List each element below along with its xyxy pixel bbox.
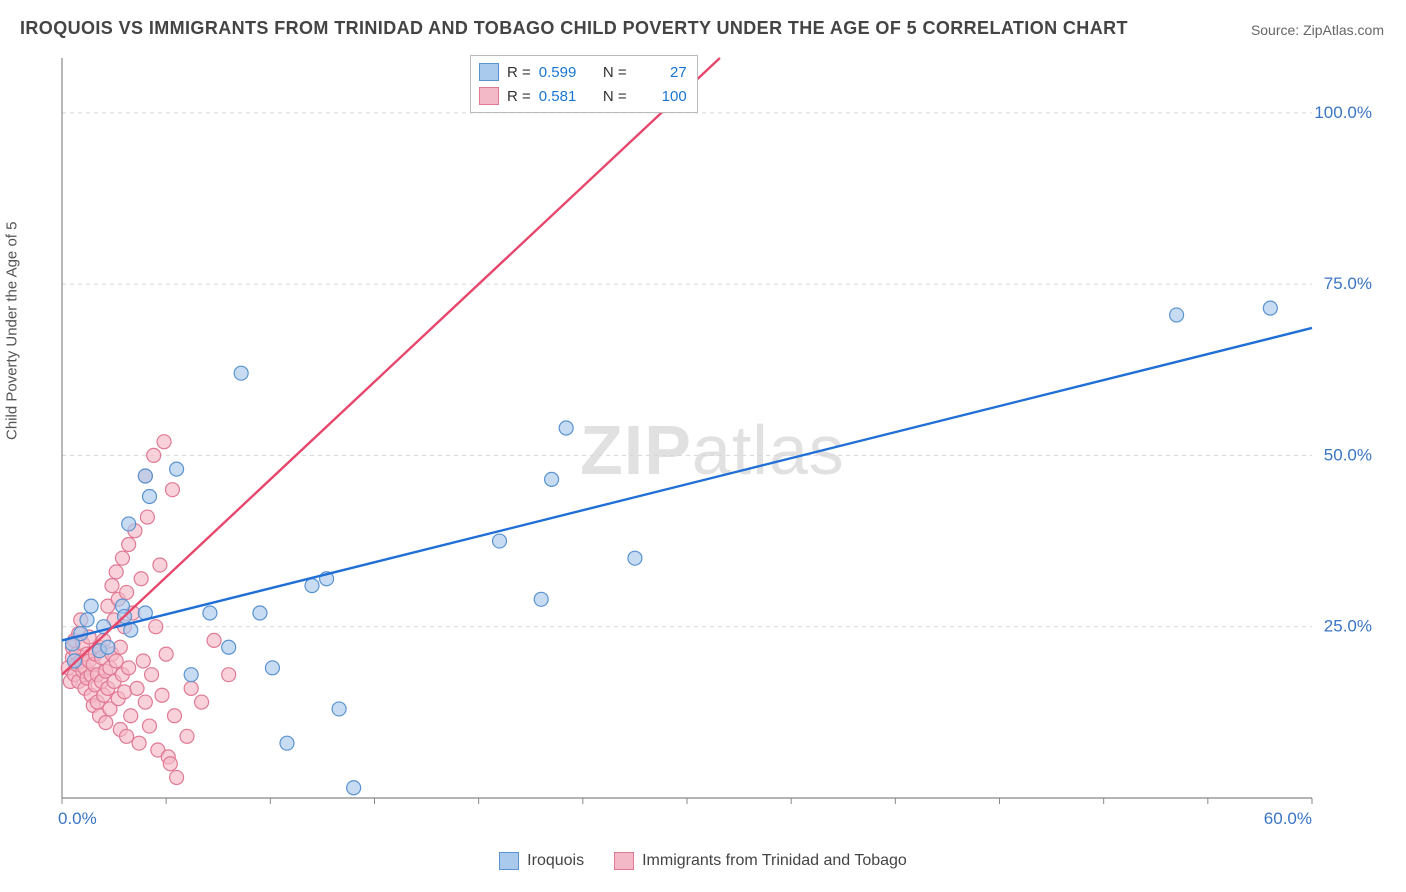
scatter-point xyxy=(80,613,94,627)
scatter-point xyxy=(118,685,132,699)
legend-r-label: R = xyxy=(507,64,531,81)
scatter-point xyxy=(147,448,161,462)
scatter-point xyxy=(559,421,573,435)
y-tick-label: 75.0% xyxy=(1324,274,1372,293)
scatter-point xyxy=(120,585,134,599)
legend-swatch xyxy=(614,852,634,870)
scatter-point xyxy=(68,654,82,668)
scatter-point xyxy=(105,579,119,593)
scatter-point xyxy=(222,668,236,682)
legend-n-label: N = xyxy=(599,64,627,81)
scatter-point xyxy=(143,490,157,504)
scatter-point xyxy=(115,551,129,565)
scatter-point xyxy=(153,558,167,572)
source-link[interactable]: ZipAtlas.com xyxy=(1303,22,1384,38)
source-attribution: Source: ZipAtlas.com xyxy=(1251,22,1384,38)
trend-line xyxy=(62,328,1312,640)
source-label: Source: xyxy=(1251,22,1299,38)
scatter-point xyxy=(253,606,267,620)
scatter-point xyxy=(332,702,346,716)
scatter-point xyxy=(170,462,184,476)
scatter-point xyxy=(203,606,217,620)
legend-rn-row: R = 0.599 N = 27 xyxy=(479,60,687,84)
scatter-point xyxy=(163,757,177,771)
scatter-point xyxy=(234,366,248,380)
scatter-point xyxy=(136,654,150,668)
y-tick-label: 50.0% xyxy=(1324,445,1372,464)
y-tick-label: 100.0% xyxy=(1314,103,1372,122)
trend-line xyxy=(62,58,720,675)
scatter-point xyxy=(222,640,236,654)
legend-r-value: 0.581 xyxy=(539,88,591,105)
scatter-point xyxy=(143,719,157,733)
scatter-point xyxy=(101,640,115,654)
scatter-point xyxy=(120,729,134,743)
correlation-legend: R = 0.599 N = 27 R = 0.581 N = 100 xyxy=(470,55,698,113)
scatter-point xyxy=(347,781,361,795)
scatter-point xyxy=(122,537,136,551)
scatter-point xyxy=(138,469,152,483)
y-tick-label: 25.0% xyxy=(1324,617,1372,636)
legend-n-label: N = xyxy=(599,88,627,105)
scatter-point xyxy=(265,661,279,675)
scatter-point xyxy=(122,517,136,531)
scatter-point xyxy=(184,668,198,682)
scatter-point xyxy=(168,709,182,723)
legend-n-value: 100 xyxy=(635,88,687,105)
scatter-point xyxy=(545,472,559,486)
scatter-point xyxy=(180,729,194,743)
legend-swatch xyxy=(479,87,499,105)
scatter-point xyxy=(109,654,123,668)
scatter-point xyxy=(140,510,154,524)
scatter-point xyxy=(493,534,507,548)
scatter-point xyxy=(155,688,169,702)
legend-r-label: R = xyxy=(507,88,531,105)
x-tick-label: 60.0% xyxy=(1264,809,1312,828)
scatter-point xyxy=(113,640,127,654)
scatter-point xyxy=(1170,308,1184,322)
legend-r-value: 0.599 xyxy=(539,64,591,81)
scatter-point xyxy=(1263,301,1277,315)
legend-n-value: 27 xyxy=(635,64,687,81)
scatter-point xyxy=(145,668,159,682)
scatter-point xyxy=(122,661,136,675)
correlation-scatter-plot: 25.0% 50.0% 75.0% 100.0% 0.0% 60.0% xyxy=(52,48,1382,838)
legend-series-item: Iroquois xyxy=(499,852,584,870)
scatter-point xyxy=(149,620,163,634)
scatter-point xyxy=(84,599,98,613)
scatter-point xyxy=(134,572,148,586)
scatter-point xyxy=(130,681,144,695)
scatter-point xyxy=(170,770,184,784)
scatter-point xyxy=(99,716,113,730)
series-legend: Iroquois Immigrants from Trinidad and Tob… xyxy=(0,852,1406,870)
scatter-point xyxy=(195,695,209,709)
scatter-point xyxy=(109,565,123,579)
chart-title: IROQUOIS VS IMMIGRANTS FROM TRINIDAD AND… xyxy=(20,18,1128,39)
scatter-point xyxy=(534,592,548,606)
y-axis-label: Child Poverty Under the Age of 5 xyxy=(4,222,21,440)
scatter-point xyxy=(157,435,171,449)
scatter-point xyxy=(159,647,173,661)
scatter-point xyxy=(184,681,198,695)
scatter-point xyxy=(305,579,319,593)
scatter-point xyxy=(280,736,294,750)
legend-swatch xyxy=(479,63,499,81)
legend-series-item: Immigrants from Trinidad and Tobago xyxy=(614,852,907,870)
legend-swatch xyxy=(499,852,519,870)
scatter-point xyxy=(628,551,642,565)
legend-series-label: Iroquois xyxy=(527,852,584,870)
legend-series-label: Immigrants from Trinidad and Tobago xyxy=(642,852,907,870)
scatter-point xyxy=(124,709,138,723)
legend-rn-row: R = 0.581 N = 100 xyxy=(479,84,687,108)
scatter-point xyxy=(207,633,221,647)
x-tick-label: 0.0% xyxy=(58,809,97,828)
scatter-point xyxy=(138,695,152,709)
scatter-point xyxy=(165,483,179,497)
scatter-point xyxy=(132,736,146,750)
